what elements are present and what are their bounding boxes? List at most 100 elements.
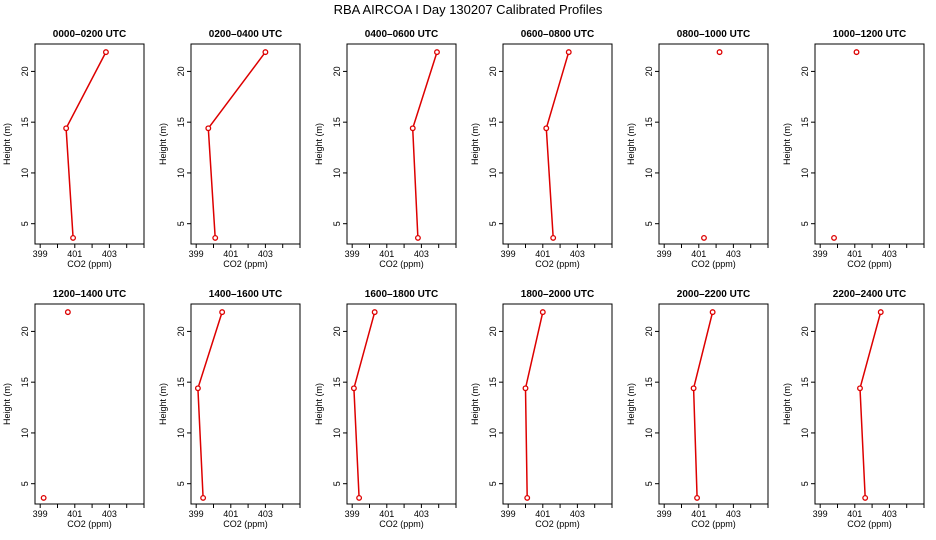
x-tick-label: 401 bbox=[379, 509, 394, 519]
y-axis-label: Height (m) bbox=[158, 383, 168, 425]
x-tick-label: 401 bbox=[691, 509, 706, 519]
profile-point bbox=[356, 494, 363, 501]
y-tick-label: 20 bbox=[20, 66, 30, 76]
figure-title: RBA AIRCOA I Day 130207 Calibrated Profi… bbox=[334, 2, 603, 17]
x-tick-label: 403 bbox=[726, 249, 741, 259]
x-axis-label: CO2 (ppm) bbox=[67, 259, 112, 269]
profile-point bbox=[371, 309, 378, 316]
profile-point bbox=[709, 309, 716, 316]
profile-point bbox=[857, 385, 863, 392]
plot-frame bbox=[34, 303, 145, 505]
y-tick-label: 5 bbox=[332, 481, 342, 486]
y-tick-label: 20 bbox=[644, 66, 654, 76]
x-tick-label: 401 bbox=[535, 509, 550, 519]
y-axis: 5 10 15 20 Height (m) bbox=[158, 66, 191, 226]
panel-title: 0800–1000 UTC bbox=[677, 29, 750, 40]
y-axis-label: Height (m) bbox=[314, 383, 324, 425]
x-axis-label: CO2 (ppm) bbox=[223, 259, 268, 269]
x-axis-label: CO2 (ppm) bbox=[535, 259, 580, 269]
y-axis-label: Height (m) bbox=[2, 383, 12, 425]
y-tick-label: 20 bbox=[488, 66, 498, 76]
profile-point bbox=[194, 385, 201, 392]
y-tick-label: 5 bbox=[800, 221, 810, 226]
y-axis: 5 10 15 20 Height (m) bbox=[2, 326, 35, 486]
x-tick-label: 403 bbox=[882, 249, 897, 259]
x-axis-label: CO2 (ppm) bbox=[535, 519, 580, 529]
y-tick-label: 15 bbox=[332, 117, 342, 127]
profile-line bbox=[353, 311, 376, 498]
x-tick-label: 401 bbox=[67, 509, 82, 519]
panel-title: 0400–0600 UTC bbox=[365, 29, 438, 40]
y-tick-label: 5 bbox=[800, 481, 810, 486]
profile-line bbox=[207, 51, 267, 238]
y-tick-label: 15 bbox=[800, 117, 810, 127]
y-tick-label: 5 bbox=[20, 221, 30, 226]
profile-point bbox=[550, 234, 557, 241]
profile-point bbox=[350, 385, 357, 392]
profile-line bbox=[545, 51, 570, 238]
y-tick-label: 10 bbox=[800, 428, 810, 438]
x-tick-label: 399 bbox=[189, 249, 204, 259]
panel-title: 0000–0200 UTC bbox=[53, 29, 126, 40]
y-tick-label: 10 bbox=[800, 168, 810, 178]
profile-point bbox=[853, 49, 860, 56]
plot-frame bbox=[346, 43, 457, 245]
y-tick-label: 5 bbox=[644, 481, 654, 486]
plot-frame bbox=[502, 43, 613, 245]
profile-point bbox=[565, 49, 572, 56]
y-tick-label: 5 bbox=[20, 481, 30, 486]
x-axis-label: CO2 (ppm) bbox=[67, 519, 112, 529]
profile-point bbox=[701, 234, 707, 241]
x-tick-label: 399 bbox=[813, 249, 828, 259]
profile-line bbox=[692, 311, 714, 498]
x-axis-label: CO2 (ppm) bbox=[223, 519, 268, 529]
y-tick-label: 10 bbox=[332, 428, 342, 438]
y-tick-label: 20 bbox=[176, 66, 186, 76]
y-tick-label: 20 bbox=[332, 66, 342, 76]
panel-title: 0200–0400 UTC bbox=[209, 29, 282, 40]
x-tick-label: 399 bbox=[657, 249, 672, 259]
y-axis-label: Height (m) bbox=[626, 383, 636, 425]
y-axis-label: Height (m) bbox=[2, 123, 12, 165]
y-tick-label: 5 bbox=[644, 221, 654, 226]
x-tick-label: 401 bbox=[847, 509, 862, 519]
panel-title: 1200–1400 UTC bbox=[53, 289, 126, 300]
y-axis-label: Height (m) bbox=[626, 123, 636, 165]
profile-point bbox=[200, 494, 207, 501]
x-tick-label: 399 bbox=[501, 509, 516, 519]
x-tick-label: 401 bbox=[535, 249, 550, 259]
panel-title: 2000–2200 UTC bbox=[677, 289, 750, 300]
panel-title: 1400–1600 UTC bbox=[209, 289, 282, 300]
y-tick-label: 10 bbox=[20, 168, 30, 178]
profile-point bbox=[694, 494, 701, 501]
profile-point bbox=[522, 385, 529, 392]
x-axis-label: CO2 (ppm) bbox=[847, 259, 892, 269]
plot-frame bbox=[502, 303, 613, 505]
y-axis: 5 10 15 20 Height (m) bbox=[782, 66, 815, 226]
profile-point bbox=[414, 234, 421, 241]
y-axis-label: Height (m) bbox=[314, 123, 324, 165]
y-axis-label: Height (m) bbox=[470, 123, 480, 165]
y-axis-label: Height (m) bbox=[782, 123, 792, 165]
plot-frame bbox=[34, 43, 145, 245]
profile-point bbox=[212, 234, 219, 241]
x-tick-label: 399 bbox=[33, 509, 48, 519]
plot-frame bbox=[814, 303, 925, 505]
profile-point bbox=[205, 125, 212, 132]
y-tick-label: 15 bbox=[20, 377, 30, 387]
x-axis-label: CO2 (ppm) bbox=[691, 259, 736, 269]
x-tick-label: 403 bbox=[414, 249, 429, 259]
x-tick-label: 399 bbox=[189, 509, 204, 519]
y-tick-label: 10 bbox=[332, 168, 342, 178]
